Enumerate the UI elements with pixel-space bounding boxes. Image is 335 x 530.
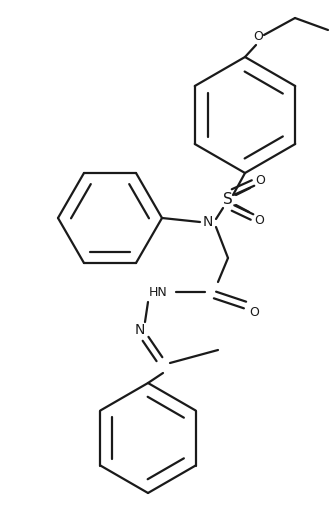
Text: N: N	[203, 215, 213, 229]
Text: HN: HN	[149, 286, 168, 298]
Text: O: O	[249, 305, 259, 319]
Text: N: N	[135, 323, 145, 337]
Text: O: O	[254, 214, 264, 226]
Text: S: S	[223, 192, 233, 208]
Text: O: O	[253, 31, 263, 43]
Text: O: O	[255, 173, 265, 187]
